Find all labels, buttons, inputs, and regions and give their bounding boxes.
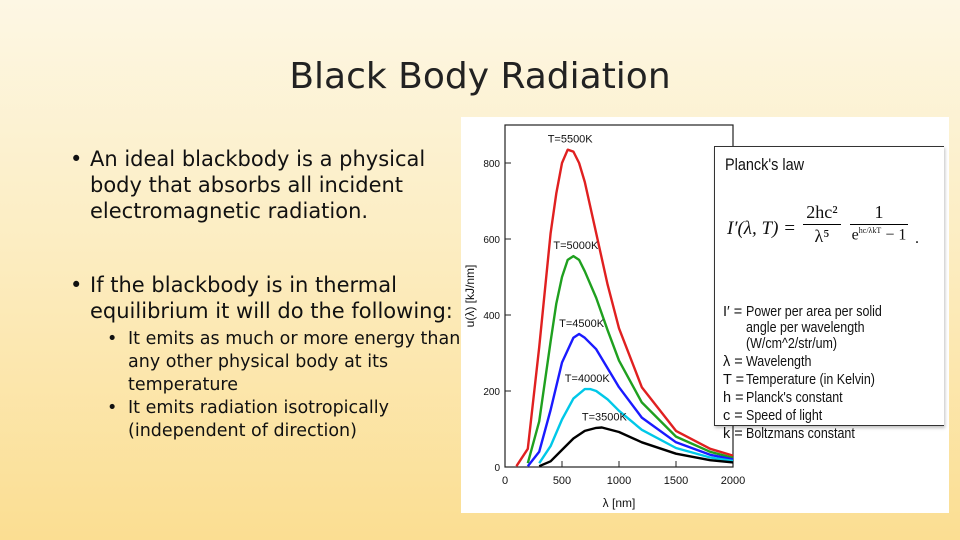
formula-fraction-1: 2hc² λ⁵ — [803, 202, 841, 247]
exp-power: hc/λkT — [858, 226, 882, 235]
def-row: h = Planck's constant — [723, 390, 941, 406]
y-tick-label: 400 — [483, 311, 500, 322]
series-label: T=5500K — [548, 134, 594, 146]
def-row: k = Boltzmans constant — [723, 426, 941, 442]
fraction-2-numerator: 1 — [874, 202, 884, 222]
x-axis-label: λ [nm] — [603, 496, 636, 510]
slide-title: Black Body Radiation — [289, 56, 671, 97]
series-line — [526, 332, 734, 467]
def-text: Power per area per solid angle per wavel… — [746, 304, 882, 352]
sub-bullet-emits-energy: It emits as much or more energy than any… — [107, 328, 465, 397]
def-row: c = Speed of light — [723, 408, 941, 424]
def-row: T = Temperature (in Kelvin) — [723, 372, 941, 388]
series-label: T=3500K — [582, 411, 628, 423]
fraction-1-numerator: 2hc² — [806, 202, 838, 222]
x-tick-label: 500 — [553, 475, 571, 487]
x-tick-label: 0 — [502, 475, 508, 487]
series-label: T=4000K — [565, 373, 611, 385]
def-symbol: h = — [723, 390, 744, 406]
def-symbol: c = — [723, 408, 743, 424]
exp-minus-one: − 1 — [885, 226, 907, 244]
formula-fraction-2: 1 ehc/λkT − 1 — [850, 202, 908, 244]
blackbody-chart: 0 500 1000 1500 2000 0 200 400 600 800 λ [nm] u(λ) … — [463, 124, 745, 510]
y-tick-label: 600 — [483, 235, 500, 246]
def-row: λ = Wavelength — [723, 354, 941, 370]
series-line — [526, 254, 734, 464]
y-tick-label: 0 — [494, 463, 500, 474]
blackbody-figure: 0 500 1000 1500 2000 0 200 400 600 800 λ [nm] u(λ) … — [461, 117, 949, 513]
series-label: T=4500K — [559, 318, 605, 330]
planck-law-legend: Planck's law I′(λ, T) = 2hc² λ⁵ 1 ehc/λk… — [714, 146, 944, 442]
series-line — [538, 387, 734, 464]
def-symbol: k = — [723, 426, 743, 442]
bullet-list: An ideal blackbody is a physical body th… — [70, 146, 465, 443]
def-symbol: λ = — [723, 354, 743, 370]
x-tick-label: 1000 — [607, 475, 631, 487]
series-label: T=5000K — [553, 240, 599, 252]
exp-base: e — [851, 226, 859, 244]
series-line — [515, 148, 734, 467]
def-text: Speed of light — [746, 408, 823, 424]
def-text: Planck's constant — [746, 390, 843, 406]
x-tick-label: 2000 — [721, 475, 745, 487]
planck-formula: I′(λ, T) = 2hc² λ⁵ 1 ehc/λkT − 1 . — [727, 202, 919, 247]
bullet-thermal-equilibrium: If the blackbody is in thermal equilibri… — [70, 272, 465, 324]
bullet-blackbody-definition: An ideal blackbody is a physical body th… — [70, 146, 465, 224]
def-symbol: I′ = — [723, 304, 743, 320]
series-line — [538, 426, 734, 468]
y-tick-label: 800 — [483, 159, 500, 170]
def-text: Wavelength — [746, 354, 812, 370]
x-tick-label: 1500 — [664, 475, 688, 487]
symbol-definitions: I′ = Power per area per solid angle per w… — [723, 304, 941, 444]
y-tick-label: 200 — [483, 387, 500, 398]
y-axis-label: u(λ) [kJ/nm] — [463, 265, 477, 328]
fraction-1-denominator: λ⁵ — [814, 226, 830, 246]
def-symbol: T = — [723, 372, 745, 388]
sub-bullet-isotropic: It emits radiation isotropically (indepe… — [107, 397, 465, 443]
formula-lhs: I′(λ, T) = — [727, 218, 797, 239]
def-text: Temperature (in Kelvin) — [746, 372, 875, 388]
legend-title: Planck's law — [725, 155, 805, 174]
fraction-2-denominator: ehc/λkT − 1 — [850, 226, 908, 244]
def-text: Boltzmans constant — [746, 426, 855, 442]
def-row: I′ = Power per area per solid angle per w… — [723, 304, 941, 352]
